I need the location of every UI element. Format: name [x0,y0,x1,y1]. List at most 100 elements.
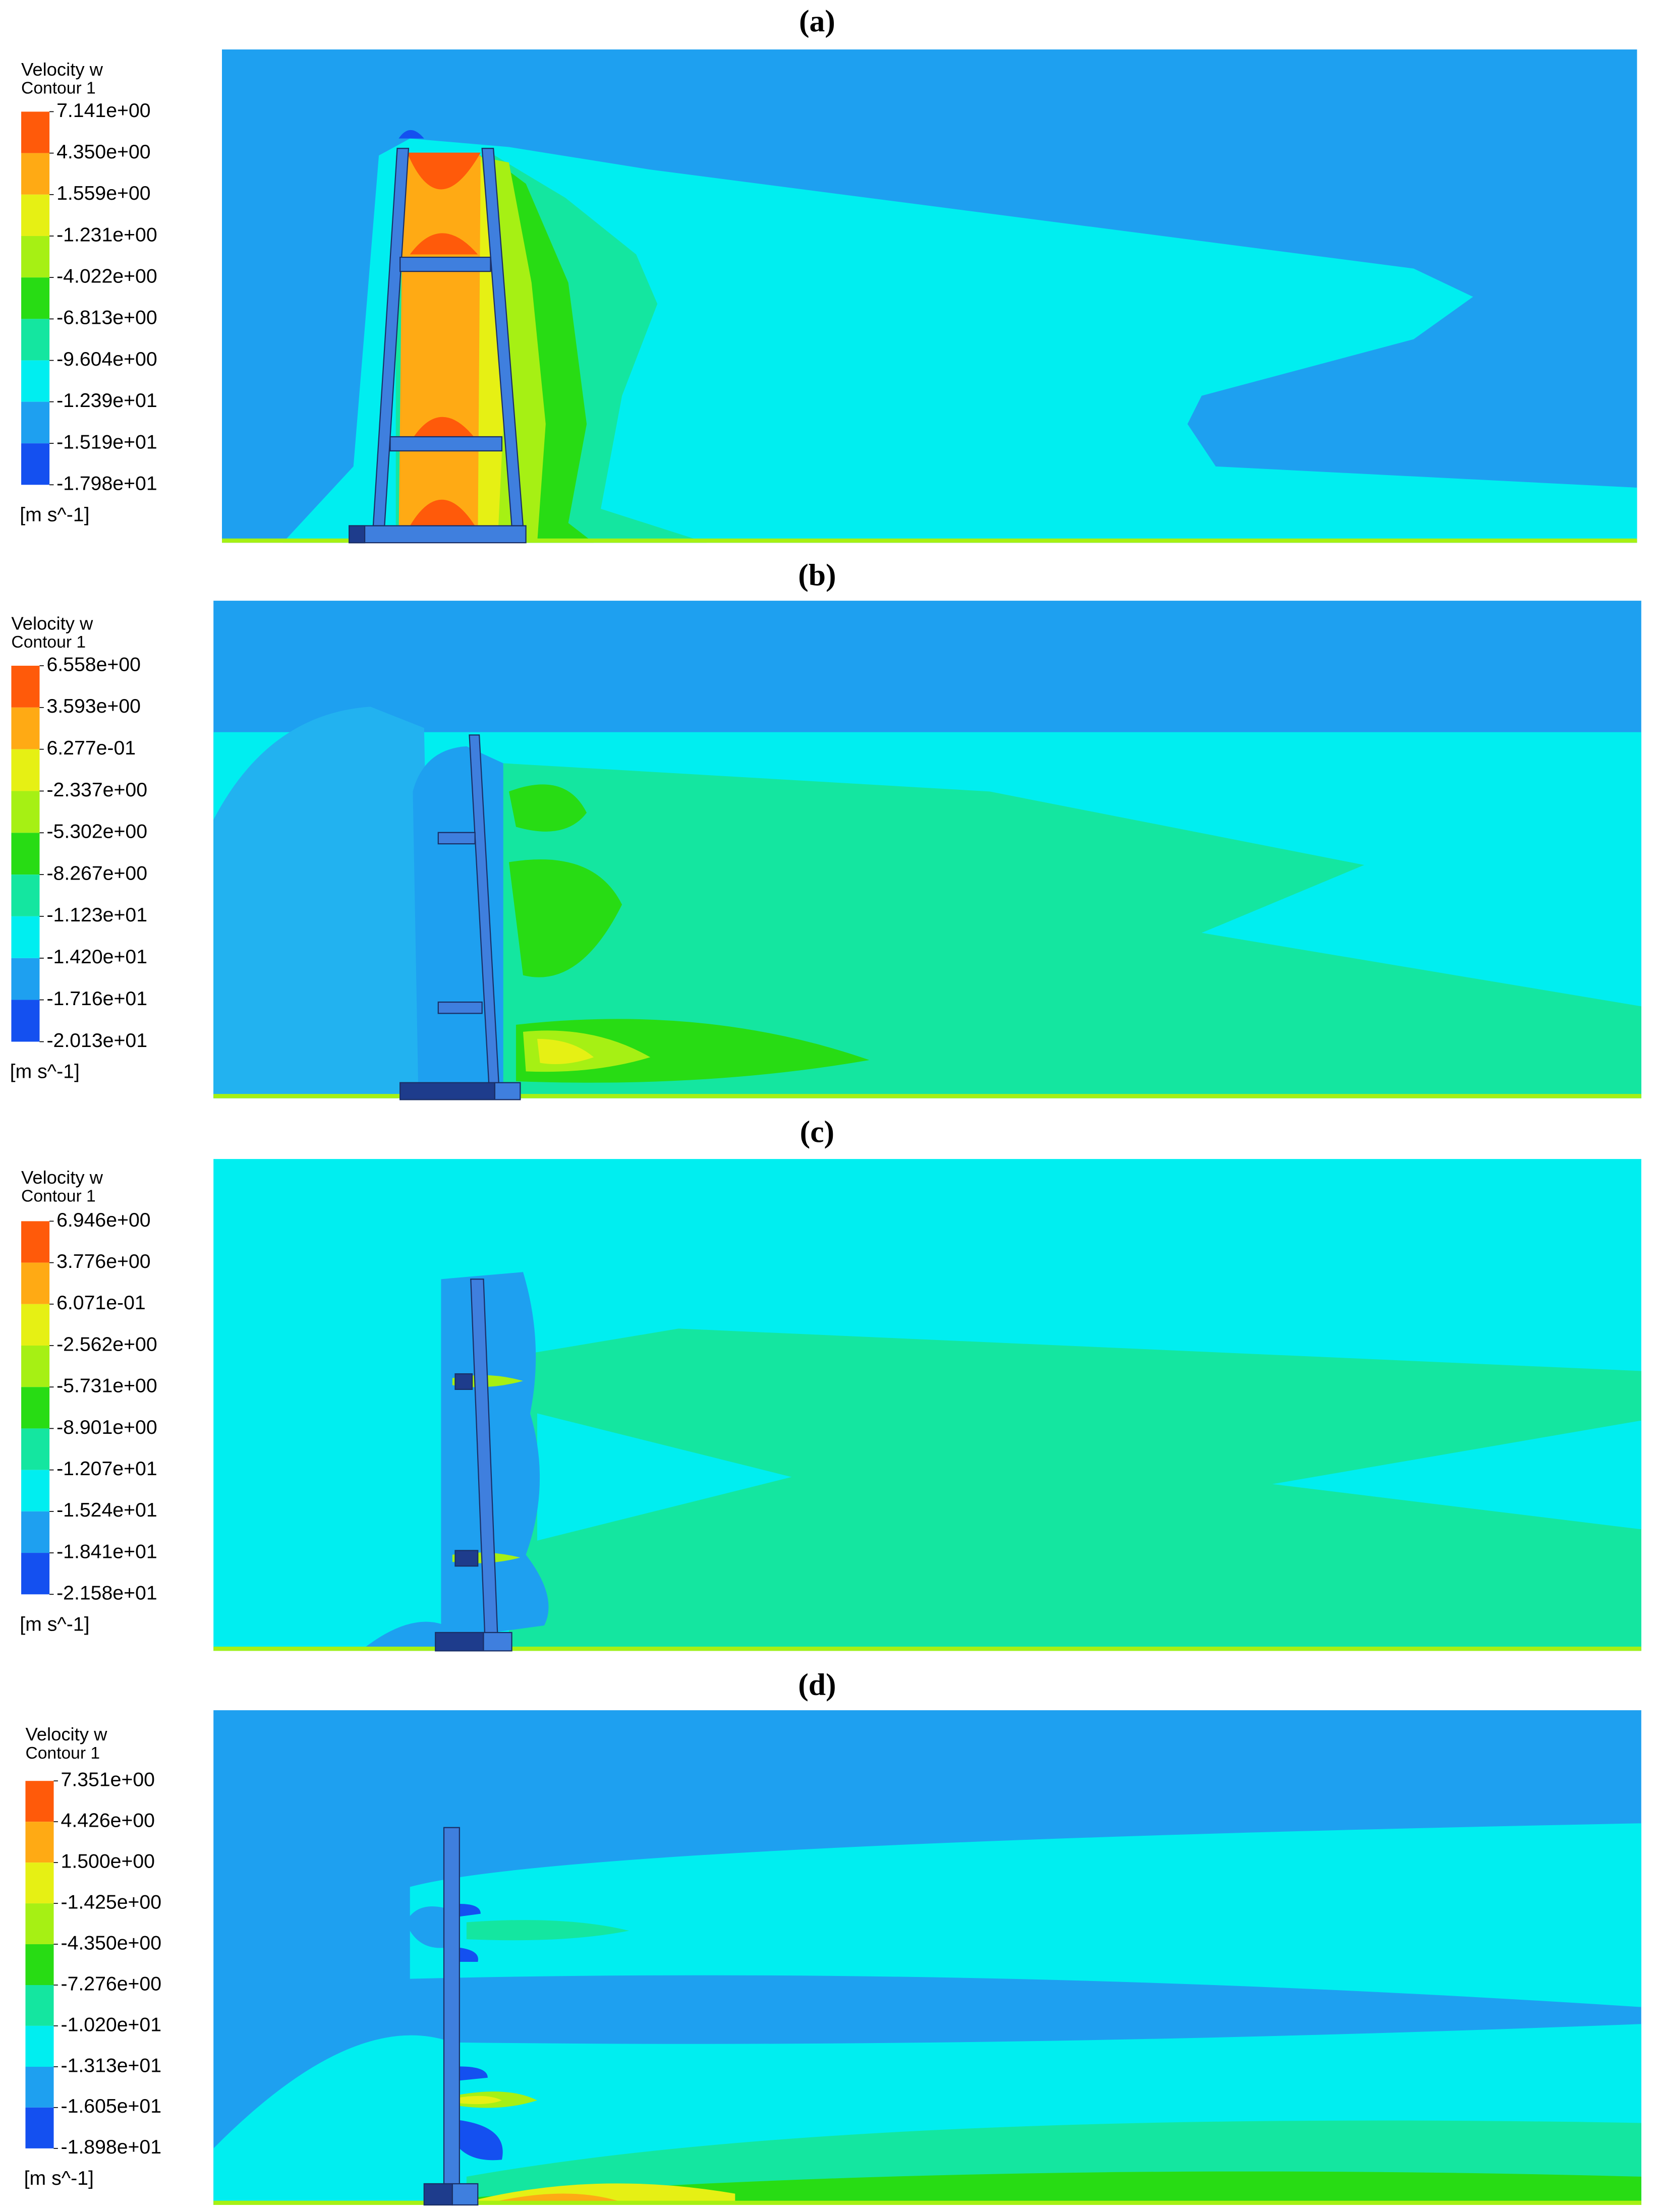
contour-region [537,1413,792,1541]
colorbar-tick-label: -2.562e+00 [56,1333,157,1355]
contour-region [459,2095,502,2105]
contour-region [222,538,1637,543]
colorbar-band [21,153,50,195]
colorbar-tick-label: 6.071e-01 [56,1292,146,1314]
colorbar-band [11,1000,40,1042]
colorbar-tick-label: -2.337e+00 [46,779,147,801]
colorbar-band [21,236,50,278]
colorbar-band [21,1470,50,1511]
colorbar-band [21,1221,50,1263]
contour-region [410,1823,1641,2007]
structure [389,436,503,452]
colorbar-tick-label: -8.901e+00 [56,1416,157,1438]
legend-unit: [m s^-1] [10,1060,80,1082]
structure [400,256,491,272]
legend-title: Velocity w [21,1167,103,1188]
colorbar-band [21,401,50,444]
contour-region [441,1272,549,1640]
legend-subtitle: Contour 1 [21,79,96,97]
legend-title: Velocity w [25,1724,107,1744]
colorbar-tick-label: -1.524e+01 [56,1499,157,1521]
colorbar-band [25,1862,54,1904]
colorbar-band [11,875,40,916]
colorbar-band [11,707,40,749]
colorbar-tick-label: -4.022e+00 [56,265,157,287]
contour-region [282,138,1637,543]
contour-region [407,152,481,190]
colorbar-tick-label: -6.813e+00 [56,307,157,329]
structure [494,1082,521,1100]
colorbar-tick-label: 7.141e+00 [56,99,150,122]
colorbar-band [21,1553,50,1595]
colorbar-band [11,833,40,875]
contour-region [213,1094,1641,1098]
legend-unit: [m s^-1] [24,2167,94,2189]
structure [400,1082,496,1100]
contour-region [398,130,424,139]
colorbar-band [21,319,50,361]
colorbar-tick-label: 7.351e+00 [61,1769,155,1791]
contour-region [459,2120,503,2161]
contour-region [459,2066,488,2081]
panel-label: (b) [798,558,836,592]
colorbar-tick-label: -1.020e+01 [61,2013,162,2035]
contour-region [410,233,478,255]
contour-region [508,784,587,832]
colorbar-band [25,1781,54,1822]
colorbar-tick-label: -1.239e+01 [56,389,157,412]
contour-region [213,2200,1641,2205]
colorbar-tick-label: -7.276e+00 [61,1972,162,1995]
colorbar-tick-label: 6.277e-01 [46,737,136,759]
legend-unit: [m s^-1] [20,503,89,526]
legend-title: Velocity w [21,59,103,80]
contour-region [1272,1420,1641,1530]
colorbar-tick-label: 3.776e+00 [56,1250,150,1272]
colorbar-tick-label: -4.350e+00 [61,1932,162,1954]
colorbar-band [25,1822,54,1863]
colorbar-band [21,1304,50,1346]
colorbar-tick-label: -1.519e+01 [56,431,157,453]
contour-region [508,859,622,977]
structure [435,1632,484,1652]
legend-unit: [m s^-1] [20,1613,89,1635]
legend-subtitle: Contour 1 [25,1744,100,1763]
contour-region [466,1920,630,1941]
structure [437,832,476,845]
colorbar-tick-label: -2.158e+01 [56,1582,157,1604]
colorbar-tick-label: 3.593e+00 [46,695,140,717]
colorbar-band [21,360,50,402]
contour-region [413,417,475,438]
structure [454,1550,479,1567]
legend-subtitle: Contour 1 [21,1187,96,1206]
structure [349,525,527,544]
structure [423,2183,453,2206]
colorbar-tick-label: 4.350e+00 [56,141,150,163]
colorbar-band [25,1985,54,2026]
colorbar-tick-label: -1.841e+01 [56,1540,157,1562]
colorbar-tick-label: 1.500e+00 [61,1850,155,1872]
colorbar-tick-label: -1.716e+01 [46,987,147,1010]
colorbar-band [21,1346,50,1387]
colorbar-tick-label: -1.420e+01 [46,946,147,968]
colorbar-tick-label: 6.946e+00 [56,1209,150,1231]
structure [349,525,366,544]
colorbar-band [25,1944,54,1985]
colorbar-tick-label: -5.302e+00 [46,821,147,843]
colorbar-band [11,958,40,1000]
contour-region [537,1038,594,1065]
colorbar-band [21,1262,50,1304]
colorbar-band [11,749,40,791]
contour-region [466,2171,1641,2205]
contour-region [213,1646,1641,1651]
colorbar-tick-label: -8.267e+00 [46,862,147,884]
panel-label: (d) [798,1667,836,1702]
colorbar-tick-label: -1.313e+01 [61,2054,162,2076]
colorbar-tick-label: 1.559e+00 [56,182,150,204]
structure [443,1827,460,2189]
colorbar-tick-label: -9.604e+00 [56,348,157,370]
contour-region [459,1904,481,1917]
structure [451,2183,479,2206]
colorbar-tick-label: -1.898e+01 [61,2136,162,2158]
